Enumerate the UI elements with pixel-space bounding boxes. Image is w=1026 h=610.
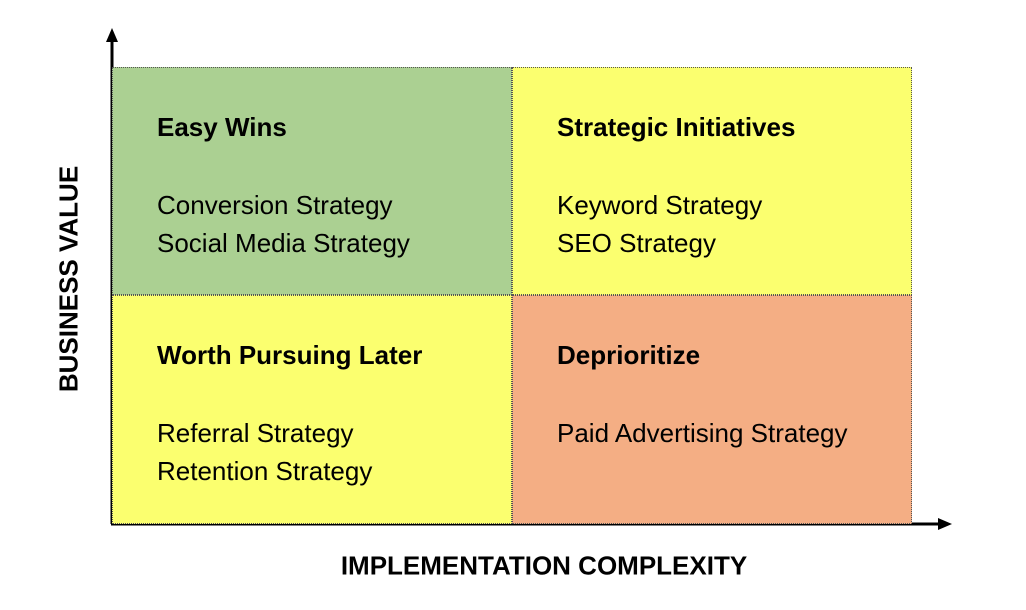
quadrant-item: Social Media Strategy	[157, 228, 410, 258]
quadrant-item: SEO Strategy	[557, 228, 716, 258]
quadrant-items: Conversion Strategy Social Media Strateg…	[157, 186, 410, 262]
x-axis-label: IMPLEMENTATION COMPLEXITY	[340, 550, 748, 581]
quadrant-title: Strategic Initiatives	[557, 112, 796, 142]
y-axis-label: BUSINESS VALUE	[53, 165, 84, 393]
quadrant-item: Conversion Strategy	[157, 190, 393, 220]
priority-matrix: Easy Wins Conversion Strategy Social Med…	[112, 67, 912, 524]
quadrant-item: Paid Advertising Strategy	[557, 418, 848, 448]
quadrant-item: Retention Strategy	[157, 456, 373, 486]
quadrant-items: Keyword Strategy SEO Strategy	[557, 186, 762, 262]
quadrant-items: Paid Advertising Strategy	[557, 414, 848, 452]
quadrant-item: Referral Strategy	[157, 418, 354, 448]
x-axis-arrow-icon	[938, 518, 952, 530]
quadrant-title: Easy Wins	[157, 112, 287, 142]
quadrant-strategic-initiatives: Strategic Initiatives Keyword Strategy S…	[512, 67, 912, 295]
quadrant-worth-pursuing-later: Worth Pursuing Later Referral Strategy R…	[112, 295, 512, 524]
quadrant-title: Deprioritize	[557, 340, 701, 370]
quadrant-easy-wins: Easy Wins Conversion Strategy Social Med…	[112, 67, 512, 295]
quadrant-items: Referral Strategy Retention Strategy	[157, 414, 372, 490]
quadrant-item: Keyword Strategy	[557, 190, 763, 220]
quadrant-title: Worth Pursuing Later	[157, 340, 423, 370]
quadrant-deprioritize: Deprioritize Paid Advertising Strategy	[512, 295, 912, 524]
y-axis-arrow-icon	[106, 28, 118, 42]
